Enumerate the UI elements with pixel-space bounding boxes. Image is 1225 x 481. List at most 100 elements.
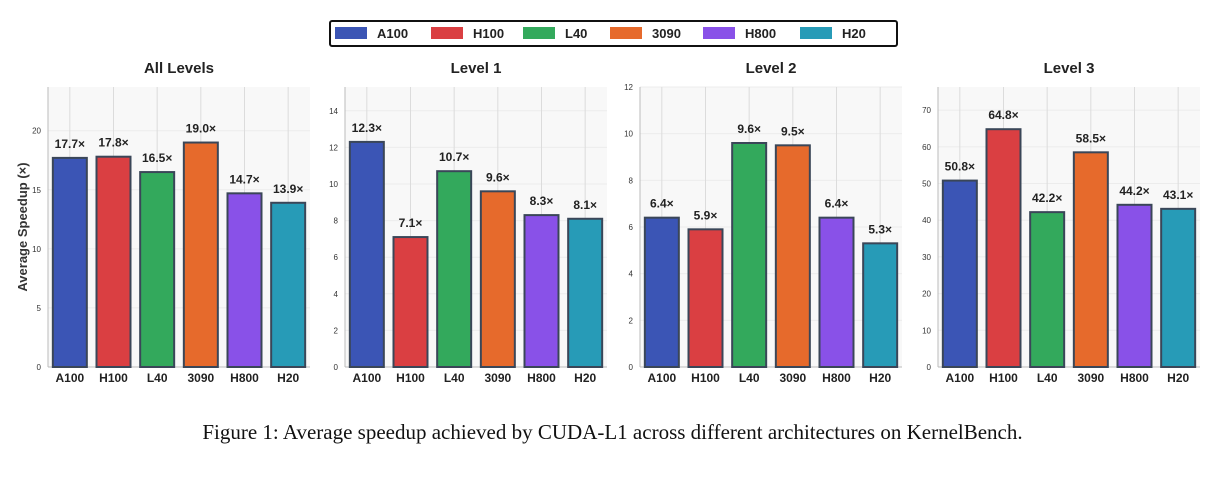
data-label: 42.2× (1032, 191, 1062, 205)
y-tick-label: 4 (629, 270, 634, 279)
data-label: 17.8× (98, 136, 128, 150)
panel-title: Level 2 (746, 60, 797, 77)
data-label: 9.6× (486, 170, 510, 184)
y-tick-label: 10 (624, 130, 633, 139)
y-tick-label: 10 (922, 326, 931, 335)
data-label: 8.3× (530, 194, 554, 208)
panel-title: Level 3 (1044, 60, 1095, 77)
legend-label-3090: 3090 (652, 26, 681, 41)
y-tick-label: 0 (334, 363, 339, 372)
bar-H100 (687, 228, 724, 368)
data-label: 6.4× (825, 197, 849, 211)
data-label: 9.5× (781, 124, 805, 138)
y-tick-label: 6 (334, 253, 339, 262)
legend-swatch-H20 (800, 27, 832, 39)
bar-A100 (51, 156, 88, 368)
y-tick-label: 60 (922, 143, 931, 152)
data-label: 5.3× (868, 222, 892, 236)
y-tick-label: 70 (922, 106, 931, 115)
data-label: 13.9× (273, 182, 303, 196)
y-tick-label: 50 (922, 180, 931, 189)
bar-H20 (567, 217, 604, 368)
data-label: 7.1× (399, 216, 423, 230)
bar-L40 (436, 170, 473, 368)
figure-caption: Figure 1: Average speedup achieved by CU… (202, 420, 1023, 444)
plot-area-0 (48, 87, 310, 367)
y-tick-label: 4 (334, 290, 339, 299)
y-tick-label: 2 (629, 316, 634, 325)
plot-area-1 (345, 87, 607, 367)
bar-3090 (479, 190, 516, 368)
x-tick-label: H20 (277, 371, 299, 385)
x-tick-label: A100 (55, 371, 84, 385)
y-tick-label: 6 (629, 223, 634, 232)
bar-H20 (270, 201, 307, 368)
figure: A100 H100 L40 3090 H800 H200510152017.7×A1001… (15, 20, 1200, 385)
y-tick-label: 0 (629, 363, 634, 372)
data-label: 6.4× (650, 197, 674, 211)
x-tick-label: H800 (527, 371, 556, 385)
y-tick-label: 12 (624, 83, 633, 92)
y-tick-label: 8 (629, 176, 634, 185)
x-tick-label: H100 (989, 371, 1018, 385)
x-tick-label: H800 (230, 371, 259, 385)
bar-L40 (1029, 211, 1066, 368)
panel-title: All Levels (144, 60, 214, 77)
data-label: 10.7× (439, 150, 469, 164)
y-tick-label: 8 (334, 217, 339, 226)
bar-H20 (1160, 207, 1197, 368)
x-tick-label: 3090 (187, 371, 214, 385)
x-tick-label: H20 (869, 371, 891, 385)
bar-H800 (226, 192, 263, 368)
bar-A100 (941, 179, 978, 368)
bar-3090 (182, 141, 219, 368)
x-tick-label: H100 (691, 371, 720, 385)
data-label: 50.8× (945, 160, 975, 174)
x-tick-label: L40 (739, 371, 760, 385)
y-tick-label: 30 (922, 253, 931, 262)
y-tick-label: 14 (329, 107, 338, 116)
data-label: 19.0× (186, 122, 216, 136)
legend-label-A100: A100 (377, 26, 408, 41)
legend-label-H100: H100 (473, 26, 504, 41)
x-tick-label: H100 (396, 371, 425, 385)
bar-L40 (139, 171, 176, 368)
data-label: 64.8× (988, 108, 1018, 122)
data-label: 5.9× (694, 208, 718, 222)
x-tick-label: A100 (647, 371, 676, 385)
y-tick-label: 40 (922, 216, 931, 225)
bar-H20 (862, 242, 899, 368)
legend-swatch-A100 (335, 27, 367, 39)
y-tick-label: 20 (32, 127, 41, 136)
x-tick-label: H20 (574, 371, 596, 385)
legend-swatch-L40 (523, 27, 555, 39)
x-tick-label: A100 (945, 371, 974, 385)
bar-H100 (392, 236, 429, 368)
data-label: 16.5× (142, 151, 172, 165)
x-tick-label: H800 (822, 371, 851, 385)
x-tick-label: L40 (1037, 371, 1058, 385)
bar-3090 (1072, 151, 1109, 368)
x-tick-label: H100 (99, 371, 128, 385)
legend-label-L40: L40 (565, 26, 587, 41)
legend-swatch-3090 (610, 27, 642, 39)
legend-label-H20: H20 (842, 26, 866, 41)
data-label: 58.5× (1076, 131, 1106, 145)
y-tick-label: 10 (329, 180, 338, 189)
y-tick-label: 12 (329, 143, 338, 152)
data-label: 12.3× (352, 121, 382, 135)
data-label: 14.7× (229, 172, 259, 186)
x-tick-label: 3090 (1077, 371, 1104, 385)
bar-H800 (818, 216, 855, 368)
data-label: 43.1× (1163, 188, 1193, 202)
x-tick-label: L40 (147, 371, 168, 385)
data-label: 44.2× (1119, 184, 1149, 198)
y-tick-label: 0 (927, 363, 932, 372)
legend-swatch-H800 (703, 27, 735, 39)
y-tick-label: 20 (922, 290, 931, 299)
bar-L40 (731, 142, 768, 368)
x-tick-label: H800 (1120, 371, 1149, 385)
data-label: 8.1× (573, 198, 597, 212)
bar-H100 (985, 128, 1022, 368)
data-label: 17.7× (55, 137, 85, 151)
